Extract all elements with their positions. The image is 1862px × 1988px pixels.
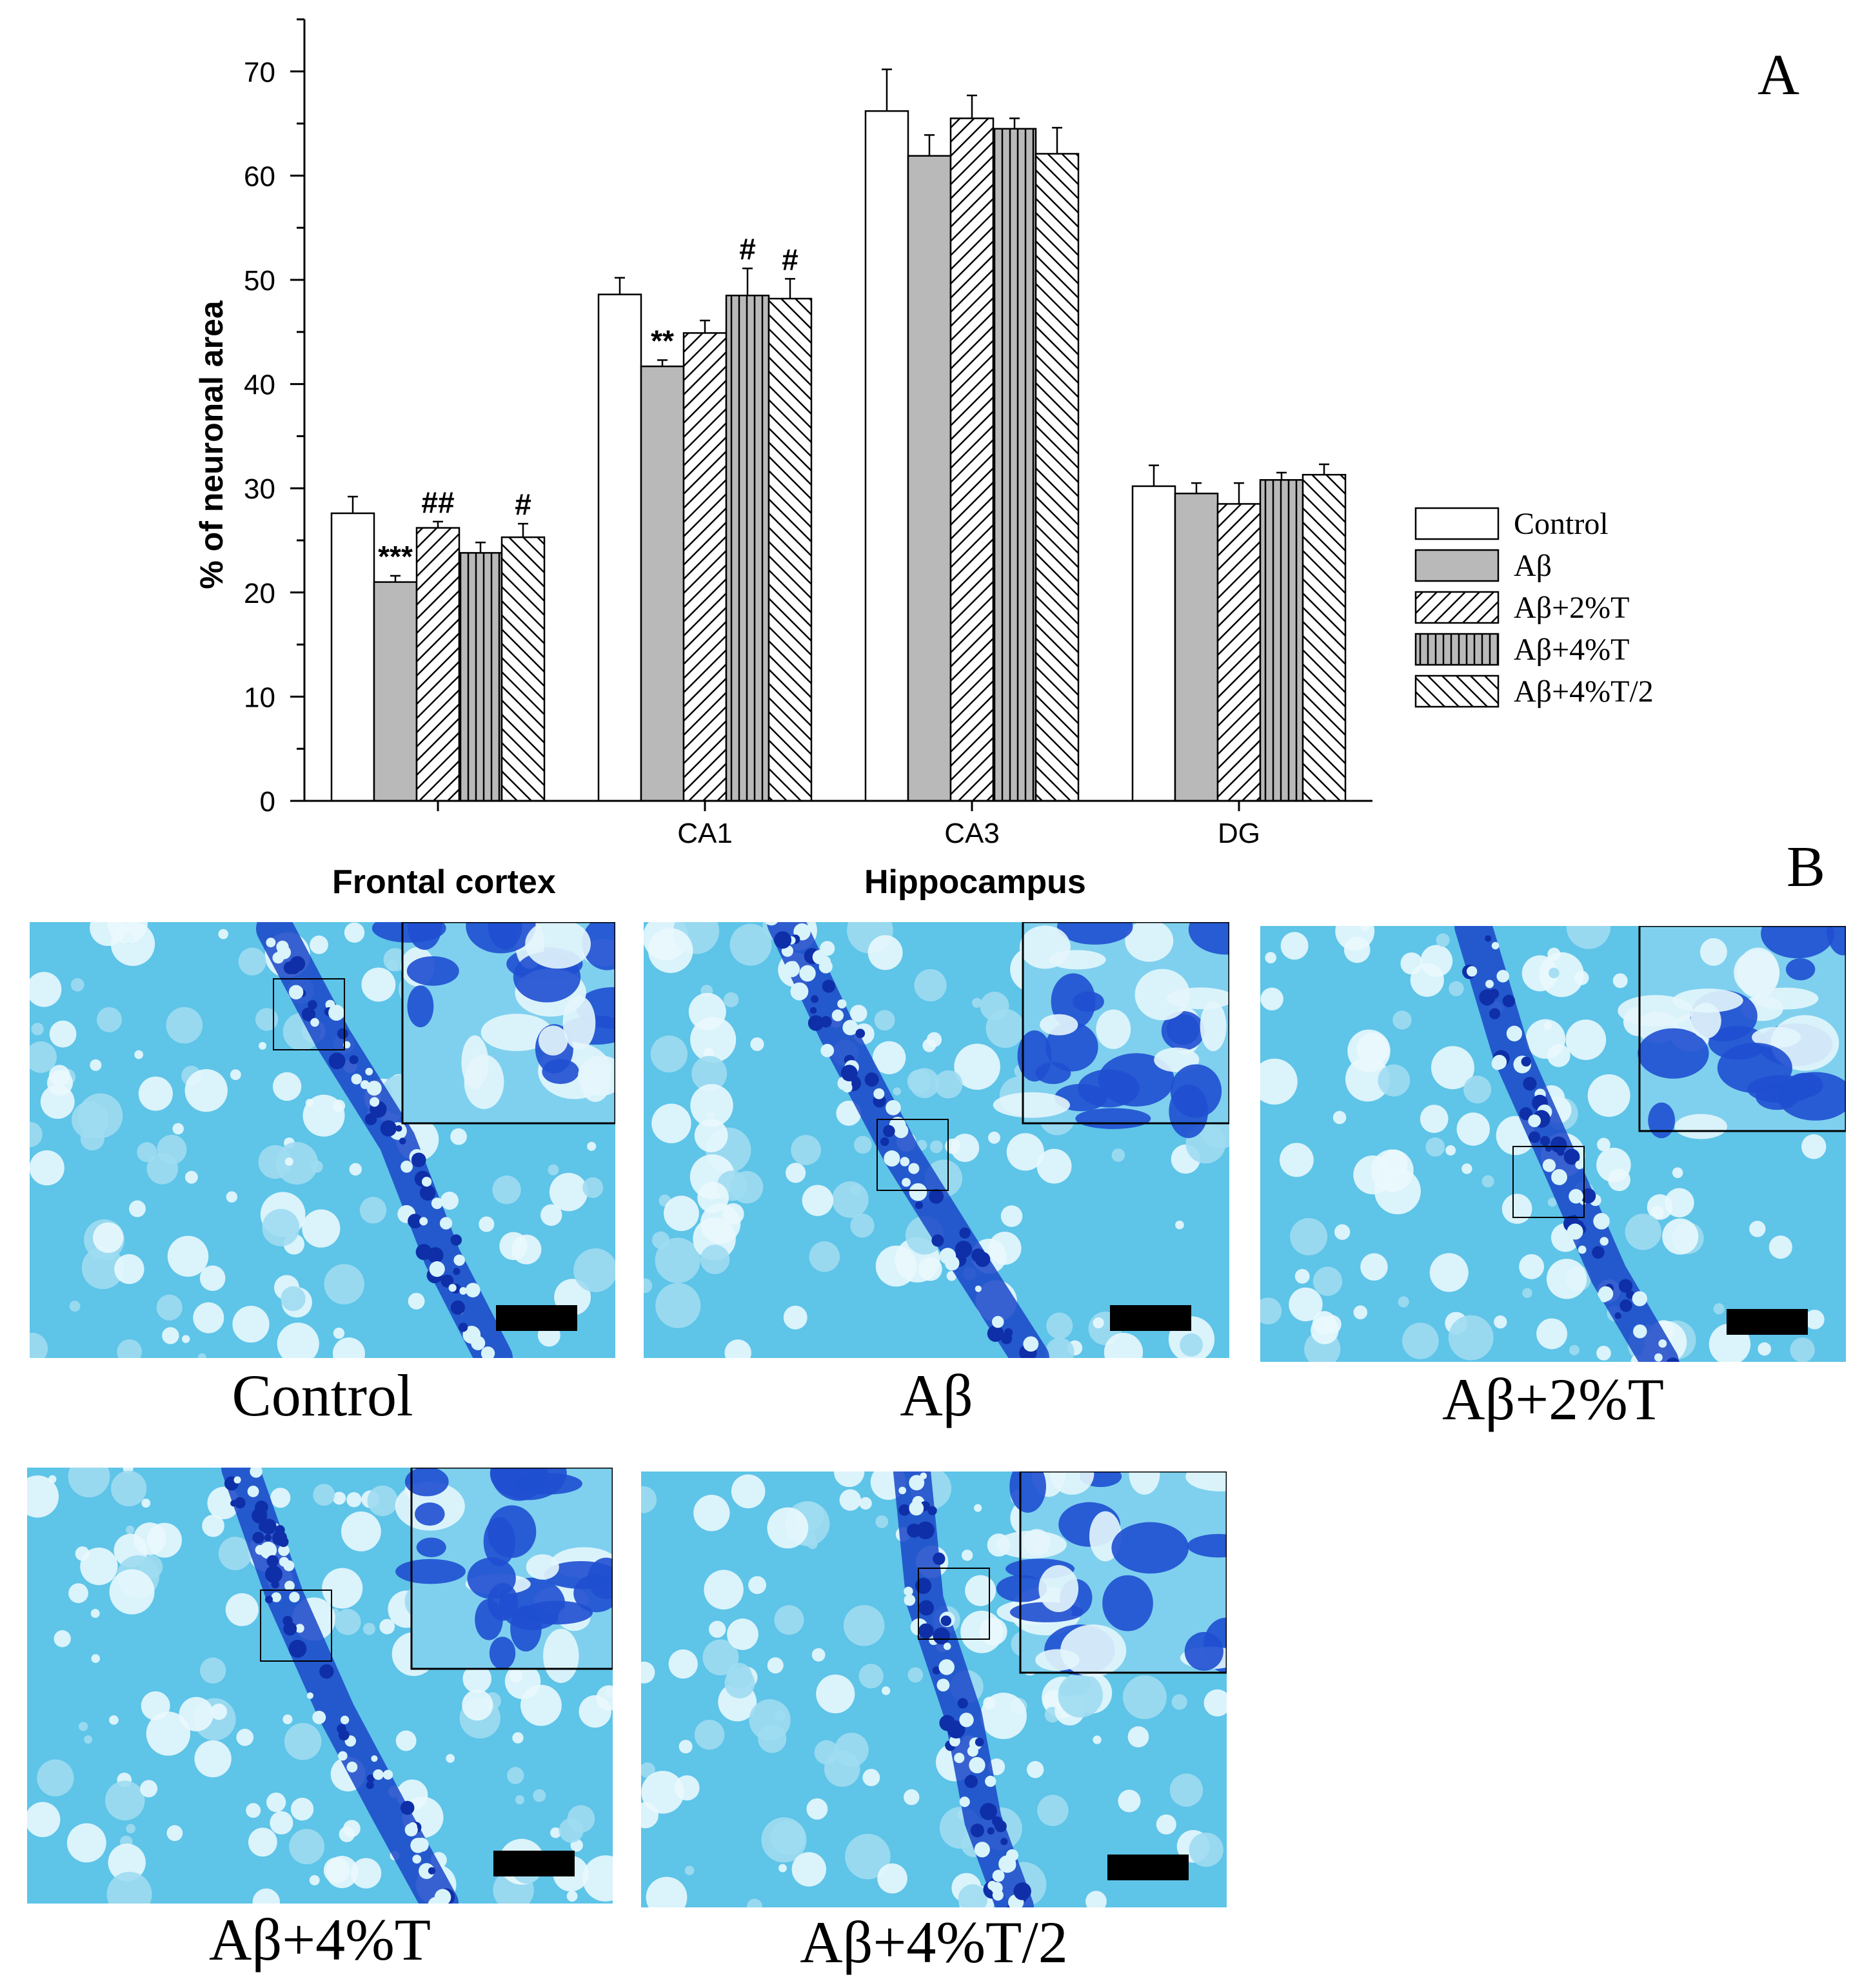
micrograph-4: [27, 1468, 613, 1904]
panel-label-a: A: [1758, 43, 1799, 107]
y-tick-label: 30: [244, 473, 275, 505]
significance-marker: ##: [421, 486, 454, 519]
legend-label: Aβ+4%T/2: [1514, 674, 1654, 709]
micrograph-caption-4: Aβ+4%T: [209, 1907, 431, 1973]
y-tick-label: 50: [244, 265, 275, 297]
y-tick-label: 40: [244, 369, 275, 401]
significance-marker: ***: [378, 540, 413, 573]
bar: [992, 128, 1037, 802]
legend-label: Control: [1514, 507, 1609, 541]
bar: [725, 294, 770, 802]
bar: [458, 552, 503, 802]
bar: [1035, 153, 1080, 802]
significance-marker: **: [651, 324, 674, 357]
region-label-hippocampus: Hippocampus: [864, 863, 1086, 901]
y-tick-label: 70: [244, 57, 275, 88]
legend-swatch: [1414, 549, 1500, 582]
micrograph-1: [30, 922, 615, 1358]
bar: [1174, 493, 1219, 802]
micrograph-caption-2: Aβ: [900, 1363, 973, 1428]
legend-swatch: [1414, 507, 1500, 540]
bar: [1259, 479, 1304, 802]
legend-swatch: [1414, 633, 1500, 666]
bar: [907, 155, 952, 802]
micrograph-5: [641, 1471, 1227, 1907]
significance-marker: #: [515, 487, 531, 521]
micrograph-caption-3: Aβ+2%T: [1442, 1366, 1664, 1432]
y-tick-label: 0: [260, 786, 275, 818]
bar: [768, 297, 813, 802]
x-tick-label: DG: [1218, 818, 1260, 849]
legend-label: Aβ: [1514, 549, 1552, 583]
micrograph-3: [1260, 926, 1846, 1362]
bar: [330, 512, 375, 802]
x-tick-label: CA1: [677, 818, 733, 849]
bar: [373, 581, 418, 802]
region-label-frontal-cortex: Frontal cortex: [332, 863, 556, 901]
legend-swatch: [1414, 591, 1500, 624]
legend-swatch: [1414, 674, 1500, 708]
bar: [864, 110, 909, 802]
bar: [682, 332, 728, 802]
significance-marker: #: [739, 232, 756, 266]
significance-marker: #: [782, 242, 798, 276]
bar: [500, 536, 546, 802]
micrograph-caption-1: Control: [232, 1363, 413, 1428]
bar: [1216, 503, 1262, 802]
x-tick-label: CA3: [944, 818, 1000, 849]
bar: [415, 527, 461, 802]
panel-label-b: B: [1787, 835, 1826, 899]
y-tick-label: 60: [244, 161, 275, 192]
y-tick-label: 20: [244, 578, 275, 609]
bar: [1302, 473, 1347, 802]
micrograph-2: [644, 922, 1229, 1358]
y-tick-label: 10: [244, 682, 275, 713]
legend-label: Aβ+2%T: [1514, 591, 1629, 625]
bar: [640, 365, 685, 802]
legend-label: Aβ+4%T: [1514, 633, 1629, 667]
bar: [1131, 485, 1176, 802]
y-axis-label: % of neuronal area: [193, 300, 230, 589]
bar: [949, 117, 995, 802]
bar: [597, 293, 642, 802]
micrograph-caption-5: Aβ+4%T/2: [800, 1909, 1068, 1975]
